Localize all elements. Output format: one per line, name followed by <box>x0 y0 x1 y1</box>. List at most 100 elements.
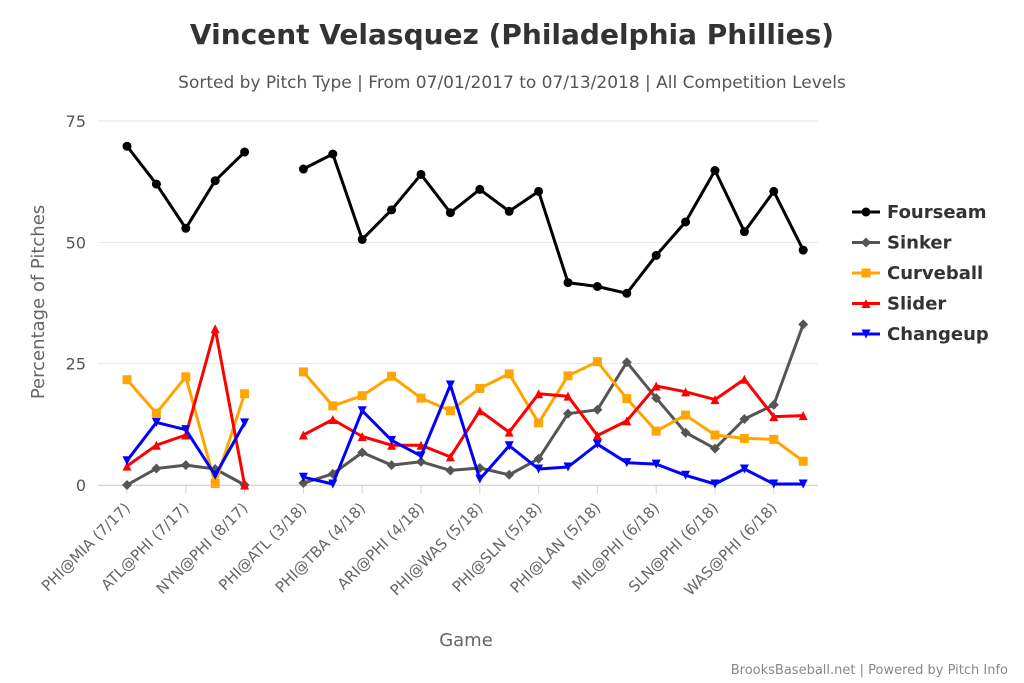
triangle-up-marker <box>240 480 250 490</box>
square-marker <box>710 430 720 440</box>
triangle-up-marker <box>798 411 808 421</box>
square-marker <box>504 369 514 379</box>
square-marker <box>861 268 871 278</box>
triangle-up-marker <box>592 430 602 440</box>
diamond-marker <box>768 399 779 410</box>
legend-label: Changeup <box>887 324 989 345</box>
legend-label: Curveball <box>887 263 983 284</box>
diamond-marker <box>504 469 515 480</box>
diamond-marker <box>180 460 191 471</box>
square-marker <box>534 418 544 428</box>
triangle-down-marker <box>122 456 132 466</box>
circle-marker <box>739 227 749 237</box>
triangle-up-marker <box>122 461 132 471</box>
square-marker <box>122 375 132 385</box>
square-marker <box>181 372 191 382</box>
diamond-marker <box>861 237 871 248</box>
triangle-down-marker <box>328 479 338 489</box>
square-marker <box>240 389 250 399</box>
triangle-up-marker <box>739 374 749 384</box>
square-marker <box>769 434 779 444</box>
triangle-down-marker <box>504 441 514 451</box>
legend-item[interactable]: Curveball <box>852 263 983 284</box>
square-marker <box>681 410 691 420</box>
triangle-up-marker <box>861 299 871 308</box>
y-axis-ticks: 0 25 50 75 <box>66 112 86 495</box>
diamond-marker <box>680 427 691 438</box>
y-tick-label: 0 <box>76 476 86 495</box>
credits: BrooksBaseball.net | Powered by Pitch In… <box>731 663 1008 678</box>
triangle-up-marker <box>387 440 397 450</box>
y-tick-label: 50 <box>66 233 86 252</box>
diamond-marker <box>533 453 544 464</box>
diamond-marker <box>445 465 456 476</box>
legend-item[interactable]: Changeup <box>852 324 989 345</box>
triangle-down-marker <box>387 435 397 445</box>
triangle-up-marker <box>151 440 161 450</box>
triangle-down-marker <box>475 474 485 484</box>
square-marker <box>739 433 749 443</box>
square-marker <box>387 371 397 381</box>
square-marker <box>798 456 808 466</box>
circle-marker <box>416 169 426 179</box>
triangle-down-marker <box>861 329 871 339</box>
legend-label: Slider <box>887 294 946 315</box>
circle-marker <box>475 184 485 194</box>
triangle-up-marker <box>210 324 220 334</box>
series-curveball <box>122 357 808 489</box>
legend-label: Sinker <box>887 233 952 254</box>
triangle-up-marker <box>475 406 485 416</box>
triangle-up-marker <box>357 431 367 441</box>
circle-marker <box>769 186 779 196</box>
diamond-marker <box>798 319 809 330</box>
triangle-down-marker <box>592 439 602 449</box>
diamond-marker <box>386 460 397 471</box>
triangle-down-marker <box>445 380 455 390</box>
square-marker <box>328 401 338 411</box>
circle-marker <box>210 176 220 186</box>
diamond-marker <box>651 393 662 404</box>
circle-marker <box>387 205 397 215</box>
triangle-down-marker <box>298 472 308 482</box>
square-marker <box>475 383 485 393</box>
y-axis-title: Percentage of Pitches <box>28 205 49 399</box>
triangle-down-marker <box>681 470 691 480</box>
legend-item[interactable]: Sinker <box>852 233 952 254</box>
square-marker <box>210 479 220 489</box>
square-marker <box>592 357 602 367</box>
diamond-marker <box>416 456 426 467</box>
circle-marker <box>534 186 544 196</box>
square-marker <box>298 367 308 377</box>
triangle-up-marker <box>651 381 661 391</box>
triangle-up-marker <box>622 416 632 426</box>
y-tick-label: 75 <box>66 112 86 131</box>
triangle-down-marker <box>622 458 632 468</box>
series-changeup <box>122 380 808 489</box>
triangle-down-marker <box>181 425 191 435</box>
circle-marker <box>240 147 250 157</box>
series-fourseam <box>122 141 808 298</box>
square-marker <box>622 394 632 404</box>
triangle-down-marker <box>651 459 661 469</box>
circle-marker <box>181 223 191 233</box>
legend-item[interactable]: Fourseam <box>852 202 986 223</box>
triangle-down-marker <box>798 479 808 489</box>
diamond-marker <box>621 357 632 368</box>
circle-marker <box>563 278 573 288</box>
chart-title: Vincent Velasquez (Philadelphia Phillies… <box>190 18 834 51</box>
circle-marker <box>651 250 661 260</box>
triangle-down-marker <box>151 417 161 427</box>
circle-marker <box>298 164 308 174</box>
square-marker <box>563 371 573 381</box>
legend-item[interactable]: Slider <box>852 294 946 315</box>
series-lines <box>122 141 809 490</box>
triangle-up-marker <box>445 452 455 462</box>
square-marker <box>151 408 161 418</box>
triangle-up-marker <box>563 391 573 401</box>
triangle-down-marker <box>563 462 573 472</box>
triangle-down-marker <box>769 479 779 489</box>
square-marker <box>651 426 661 436</box>
diamond-marker <box>122 480 132 490</box>
